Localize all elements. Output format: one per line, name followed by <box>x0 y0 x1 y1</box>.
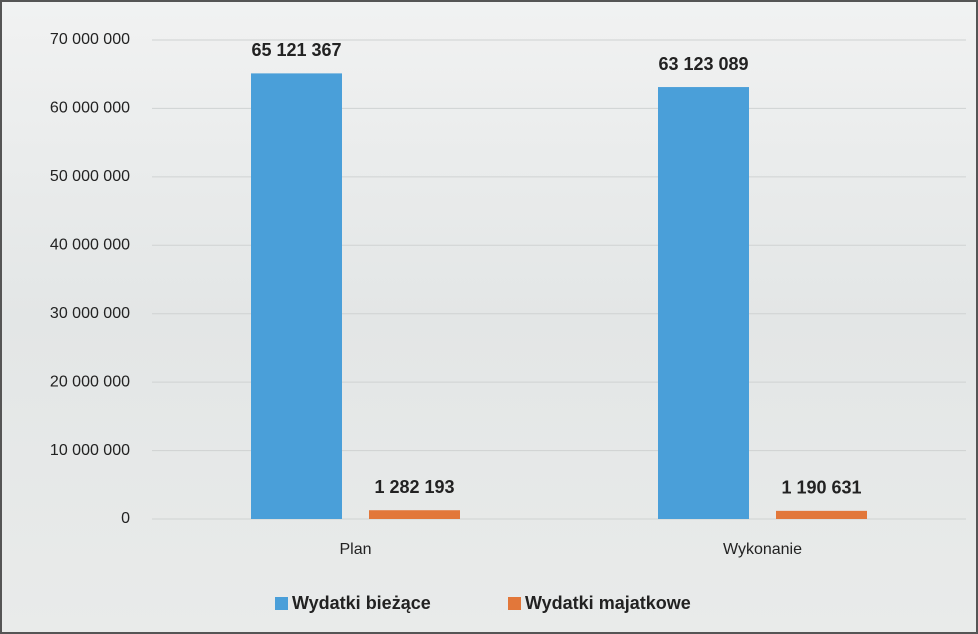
value-label: 1 190 631 <box>781 478 861 498</box>
x-tick-label: Wykonanie <box>723 541 802 558</box>
legend-swatch <box>508 597 521 610</box>
legend-swatch <box>275 597 288 610</box>
legend-label: Wydatki bieżące <box>292 593 431 613</box>
bar <box>369 510 460 519</box>
x-tick-label: Plan <box>339 541 371 558</box>
y-tick-label: 70 000 000 <box>50 31 130 48</box>
value-label: 63 123 089 <box>658 54 748 74</box>
y-tick-label: 50 000 000 <box>50 168 130 185</box>
value-label: 65 121 367 <box>251 40 341 60</box>
y-tick-label: 40 000 000 <box>50 237 130 254</box>
y-tick-label: 0 <box>121 510 130 527</box>
bar <box>251 73 342 519</box>
y-tick-label: 60 000 000 <box>50 100 130 117</box>
value-label: 1 282 193 <box>374 477 454 497</box>
bar <box>658 87 749 520</box>
y-tick-label: 10 000 000 <box>50 442 130 459</box>
y-tick-label: 30 000 000 <box>50 305 130 322</box>
y-tick-label: 20 000 000 <box>50 373 130 390</box>
bar <box>776 510 867 519</box>
legend-label: Wydatki majatkowe <box>525 593 691 613</box>
